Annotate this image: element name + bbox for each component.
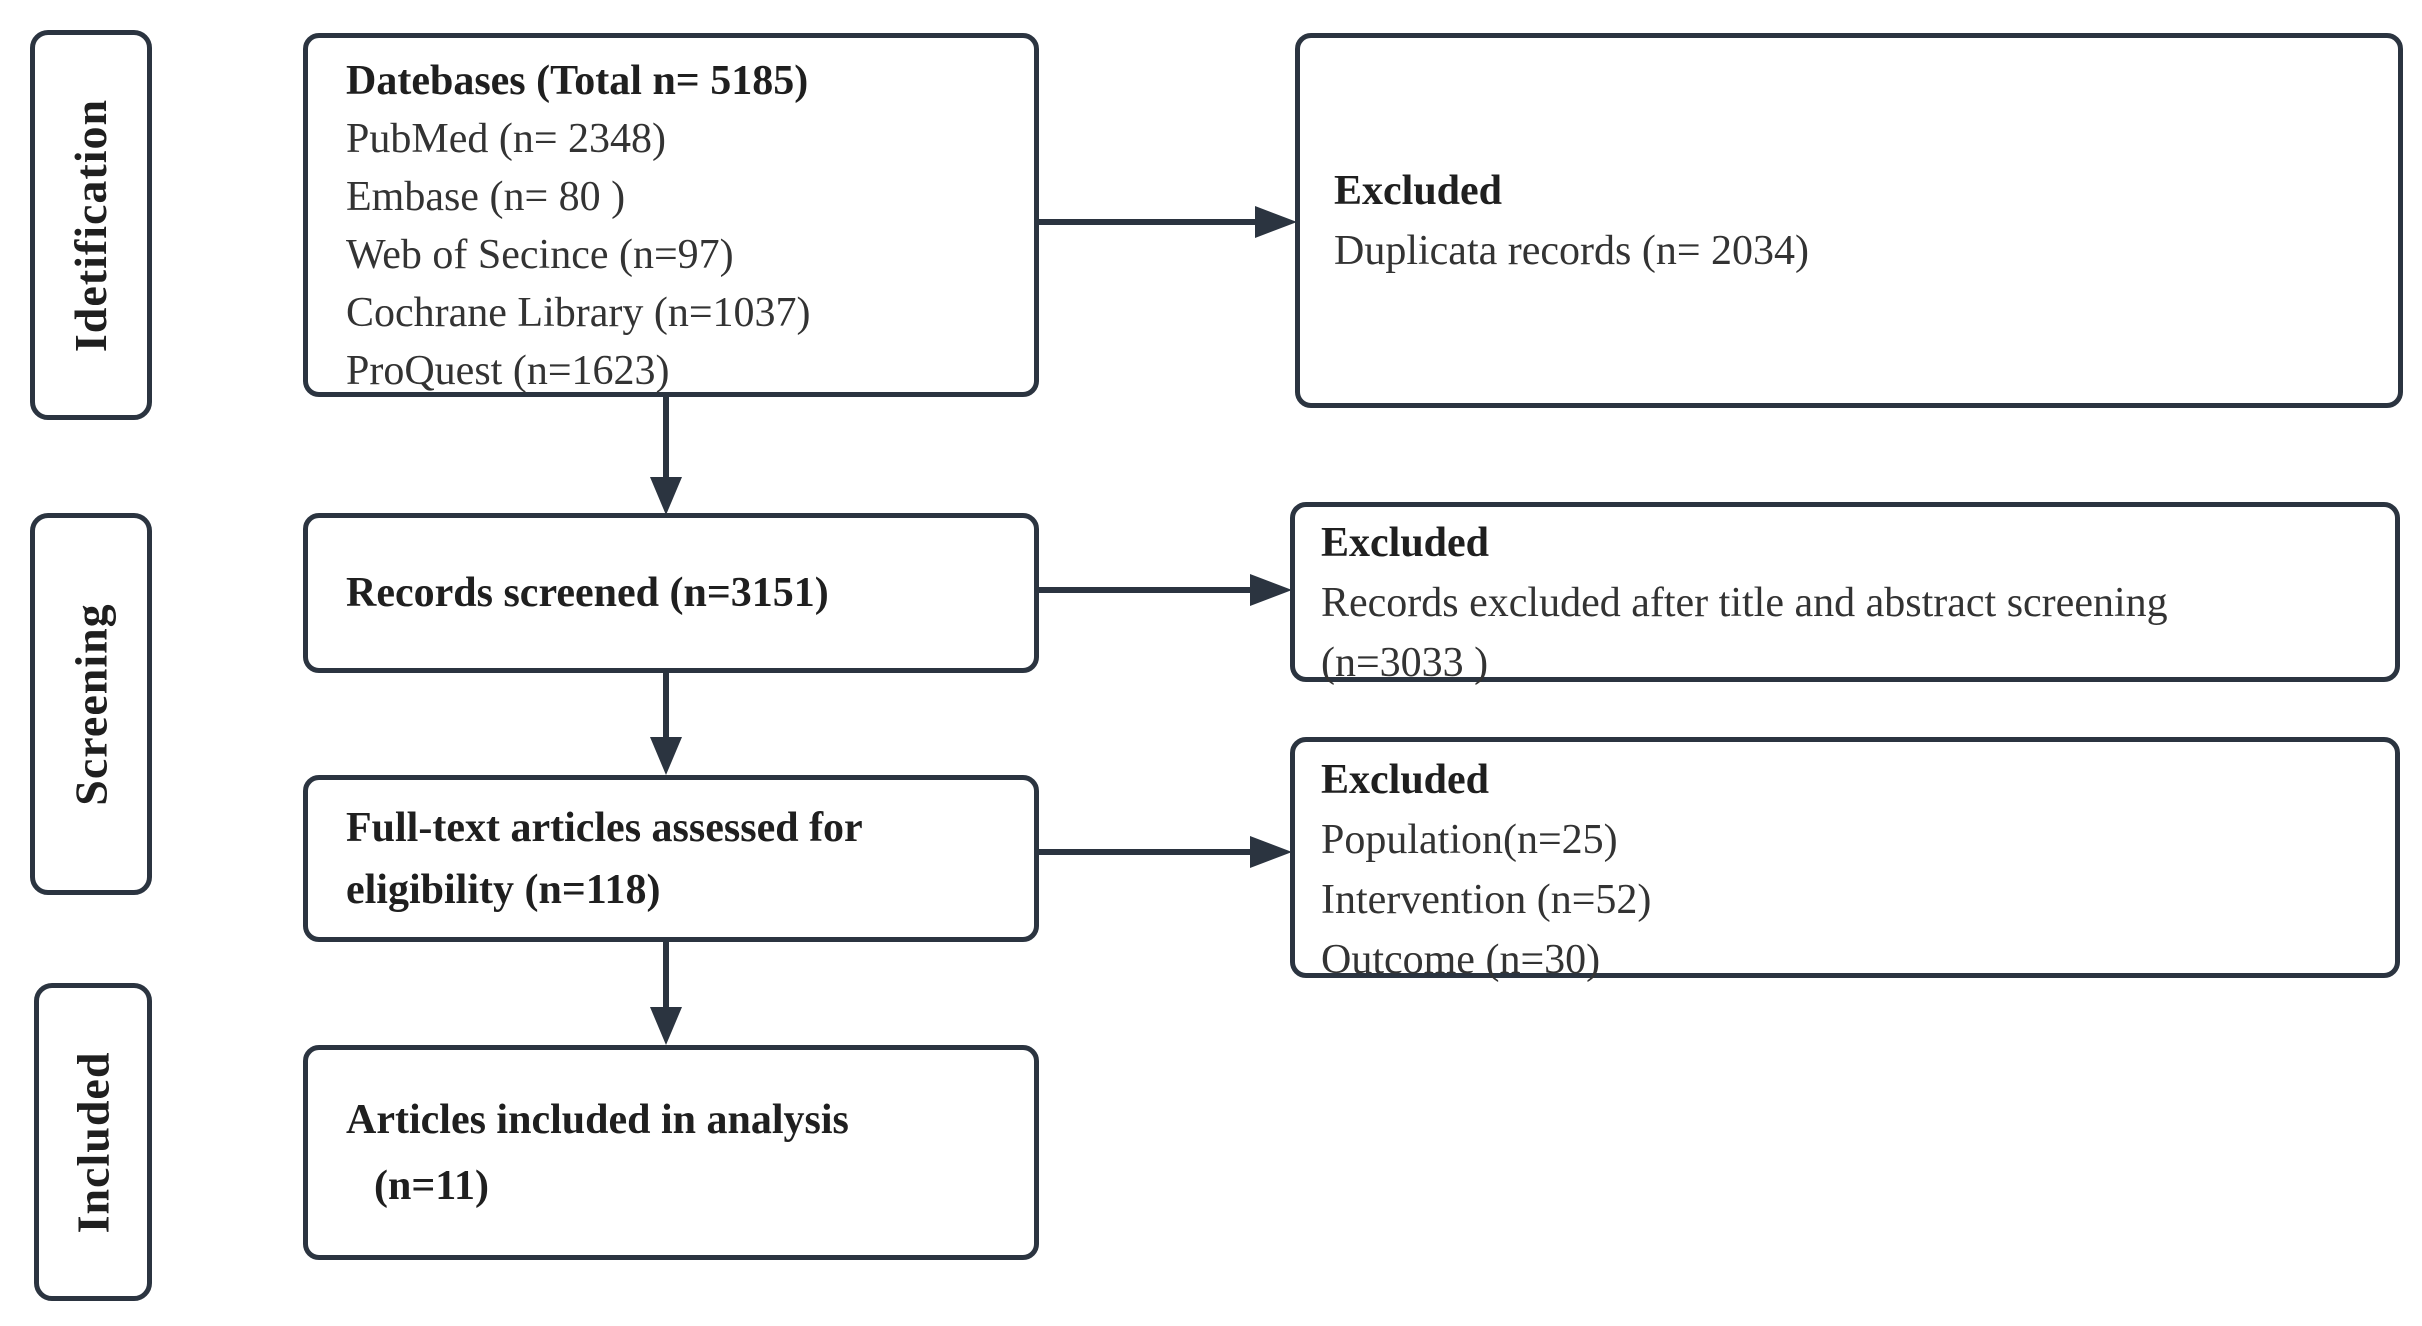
- arrowhead-down-icon: [650, 737, 682, 775]
- stage-box-screening: Screening: [30, 513, 152, 895]
- stage-box-identification: Idetification: [30, 30, 152, 420]
- stage-box-included: Included: [34, 983, 152, 1301]
- full-text-line-1: Full-text articles assessed for: [346, 804, 863, 851]
- stage-label-identification: Idetification: [65, 98, 117, 352]
- excluded-title-abstract-box: Excluded Records excluded after title an…: [1290, 502, 2400, 686]
- databases-item-cochrane: Cochrane Library (n=1037): [346, 290, 811, 336]
- databases-item-web-of-science: Web of Secince (n=97): [346, 232, 734, 278]
- included-articles-box: Articles included in analysis (n=11): [303, 1045, 1039, 1260]
- arrowhead-right-icon: [1250, 836, 1292, 868]
- arrowhead-right-icon: [1255, 206, 1297, 238]
- included-articles-line-1: Articles included in analysis: [346, 1096, 849, 1143]
- excluded-outcome-line: Outcome (n=30): [1321, 937, 1601, 983]
- arrowhead-right-icon: [1250, 574, 1292, 606]
- databases-item-pubmed: PubMed (n= 2348): [346, 116, 667, 162]
- arrow-line-screened-to-excluded: [1038, 587, 1252, 593]
- excluded-duplicates-detail: Duplicata records (n= 2034): [1334, 227, 1810, 274]
- records-screened-box: Records screened (n=3151): [303, 513, 1039, 673]
- excluded-duplicates-box: Excluded Duplicata records (n= 2034): [1295, 33, 2403, 408]
- arrowhead-down-icon: [650, 477, 682, 515]
- stage-label-screening: Screening: [65, 602, 117, 806]
- databases-item-proquest: ProQuest (n=1623): [346, 348, 670, 394]
- arrowhead-down-icon: [650, 1007, 682, 1045]
- arrow-line-fulltext-to-included: [663, 942, 669, 1007]
- excluded-title-abstract-detail: Records excluded after title and abstrac…: [1321, 580, 2168, 626]
- excluded-eligibility-title: Excluded: [1321, 757, 1490, 803]
- excluded-title-abstract-count: (n=3033 ): [1321, 640, 1489, 686]
- arrow-line-databases-to-excluded: [1038, 219, 1257, 225]
- arrow-line-screened-to-fulltext: [663, 673, 669, 739]
- stage-label-included: Included: [67, 1051, 119, 1233]
- excluded-title-abstract-title: Excluded: [1321, 520, 1490, 566]
- full-text-box: Full-text articles assessed for eligibil…: [303, 775, 1039, 942]
- excluded-intervention-line: Intervention (n=52): [1321, 877, 1652, 923]
- excluded-duplicates-title: Excluded: [1334, 167, 1503, 214]
- excluded-eligibility-box: Excluded Population(n=25) Intervention (…: [1290, 737, 2400, 983]
- arrow-line-fulltext-to-excluded: [1038, 849, 1252, 855]
- arrow-line-databases-to-screened: [663, 397, 669, 479]
- records-screened-label: Records screened (n=3151): [346, 570, 829, 616]
- databases-title: Datebases (Total n= 5185): [346, 58, 809, 104]
- full-text-line-2: eligibility (n=118): [346, 866, 661, 913]
- excluded-population-line: Population(n=25): [1321, 817, 1618, 863]
- included-articles-count: (n=11): [374, 1162, 489, 1209]
- databases-box: Datebases (Total n= 5185) PubMed (n= 234…: [303, 33, 1039, 397]
- databases-item-embase: Embase (n= 80 ): [346, 174, 626, 220]
